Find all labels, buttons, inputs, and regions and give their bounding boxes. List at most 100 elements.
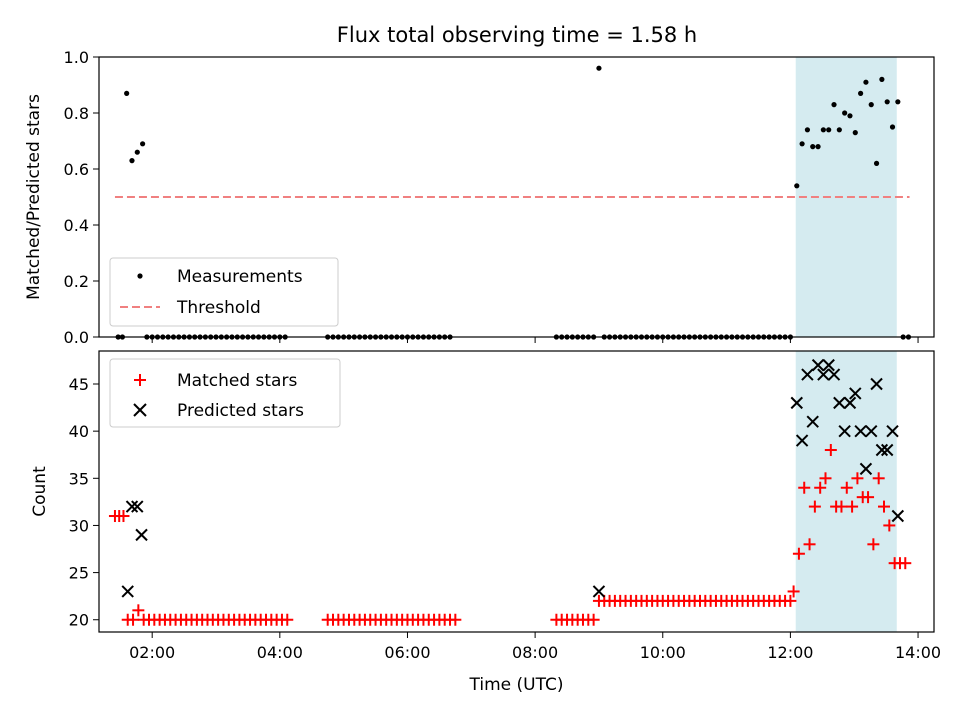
predicted-star-point <box>131 500 144 513</box>
matched-star-point <box>819 472 832 485</box>
measurement-point <box>124 90 130 96</box>
top-panel: Flux total observing time = 1.58 h 0.0 0.… <box>24 23 935 347</box>
predicted-star-point <box>849 387 862 400</box>
measurement-point <box>852 130 858 136</box>
measurement-point <box>889 124 896 130</box>
matched-star-point <box>803 538 816 551</box>
x-tick-label: 14:00 <box>895 643 941 662</box>
matched-star-point <box>798 481 811 494</box>
measurement-point <box>879 76 885 82</box>
y-tick-label: 0.4 <box>64 216 89 235</box>
predicted-star-point <box>843 396 857 410</box>
bottom-axes-ticks: 20 25 30 35 40 45 02:00 04:00 06:00 08:00 10:00 12:… <box>69 375 941 662</box>
y-tick-label: 30 <box>69 516 89 535</box>
matched-star-point <box>878 500 891 513</box>
measurement-point <box>129 158 135 164</box>
measurement-point <box>134 149 140 155</box>
measurement-point <box>799 141 805 147</box>
matched-star-point <box>132 604 145 617</box>
matched-star-point <box>846 500 859 513</box>
x-tick-label: 08:00 <box>512 643 558 662</box>
predicted-star-point <box>870 377 883 391</box>
matched-star-point <box>784 594 797 607</box>
measurement-point <box>815 144 821 150</box>
x-tick-label: 04:00 <box>257 643 303 662</box>
measurement-point <box>804 127 811 133</box>
legend-measurements: Measurements <box>177 267 303 287</box>
predicted-star-point <box>125 500 139 513</box>
matched-star-point <box>587 613 600 626</box>
predicted-star-point <box>121 585 134 598</box>
matched-star-point <box>840 481 853 494</box>
measurement-point <box>794 183 800 189</box>
x-tick-label: 06:00 <box>384 643 430 662</box>
matched-star-point <box>787 585 800 598</box>
x-tick-label: 02:00 <box>129 643 175 662</box>
measurement-point <box>895 99 901 105</box>
bottom-y-axis-label: Count <box>30 466 50 517</box>
predicted-star-point <box>817 368 830 381</box>
top-legend: Measurements Threshold <box>109 257 339 327</box>
measurement-point <box>863 79 869 85</box>
matched-star-point <box>449 613 462 626</box>
measurement-point <box>858 90 864 96</box>
measurement-point <box>842 110 848 116</box>
matched-star-point <box>127 613 140 626</box>
top-axes-frame <box>98 56 935 338</box>
matched-star-point <box>851 472 864 485</box>
predicted-star-point <box>801 368 814 381</box>
bottom-panel: 20 25 30 35 40 45 02:00 04:00 06:00 08:00 10:00 12:… <box>30 350 941 695</box>
x-axis-label: Time (UTC) <box>469 675 564 695</box>
measurements-legend-marker <box>137 273 143 279</box>
measurement-point <box>831 102 837 108</box>
predicted-star-point <box>865 424 878 438</box>
y-tick-label: 40 <box>69 422 89 441</box>
matched-star-point <box>862 491 875 504</box>
matched-star-point <box>814 481 827 494</box>
y-tick-label: 20 <box>69 611 89 630</box>
predicted-star-point <box>859 462 873 476</box>
predicted-star-point <box>827 368 841 381</box>
predicted-star-point <box>880 443 894 457</box>
y-tick-label: 0.8 <box>64 104 89 123</box>
measurement-point <box>884 99 890 105</box>
x-tick-label: 10:00 <box>640 643 686 662</box>
measurement-point <box>836 127 842 133</box>
matched-star-point <box>867 538 880 551</box>
predicted-star-point <box>833 396 846 410</box>
matched-star-point <box>824 444 837 457</box>
matched-star-point <box>872 472 885 485</box>
matched-star-point <box>808 500 821 513</box>
predicted-star-point <box>135 528 148 542</box>
predicted-star-point <box>838 424 851 438</box>
matched-star-point <box>117 510 130 523</box>
y-tick-label: 0.0 <box>64 328 89 347</box>
bottom-legend-box <box>109 358 341 428</box>
predicted-star-point <box>891 509 905 523</box>
count-points <box>108 358 912 626</box>
bottom-legend: Matched stars Predicted stars <box>109 358 341 428</box>
y-tick-label: 0.2 <box>64 272 89 291</box>
top-axes-ticks: 0.0 0.2 0.4 0.6 0.8 1.0 <box>64 48 919 347</box>
predicted-legend-marker <box>133 403 147 417</box>
bottom-axes-frame <box>98 350 935 633</box>
x-tick-label: 12:00 <box>767 643 813 662</box>
chart-title: Flux total observing time = 1.58 h <box>337 23 697 47</box>
highlight-span <box>795 57 897 337</box>
y-tick-label: 45 <box>69 375 89 394</box>
y-tick-label: 25 <box>69 564 89 583</box>
matched-star-point <box>281 613 294 626</box>
y-tick-label: 35 <box>69 469 89 488</box>
y-tick-label: 1.0 <box>64 48 89 67</box>
matched-star-point <box>883 519 896 532</box>
top-legend-box <box>109 257 339 327</box>
predicted-star-point <box>806 415 819 428</box>
measurement-point <box>873 160 880 166</box>
predicted-star-point <box>875 443 889 457</box>
predicted-star-point <box>790 396 803 410</box>
predicted-star-point <box>886 424 899 438</box>
matched-star-point <box>792 547 805 560</box>
matched-star-point <box>835 500 848 513</box>
measurement-point <box>847 113 853 119</box>
